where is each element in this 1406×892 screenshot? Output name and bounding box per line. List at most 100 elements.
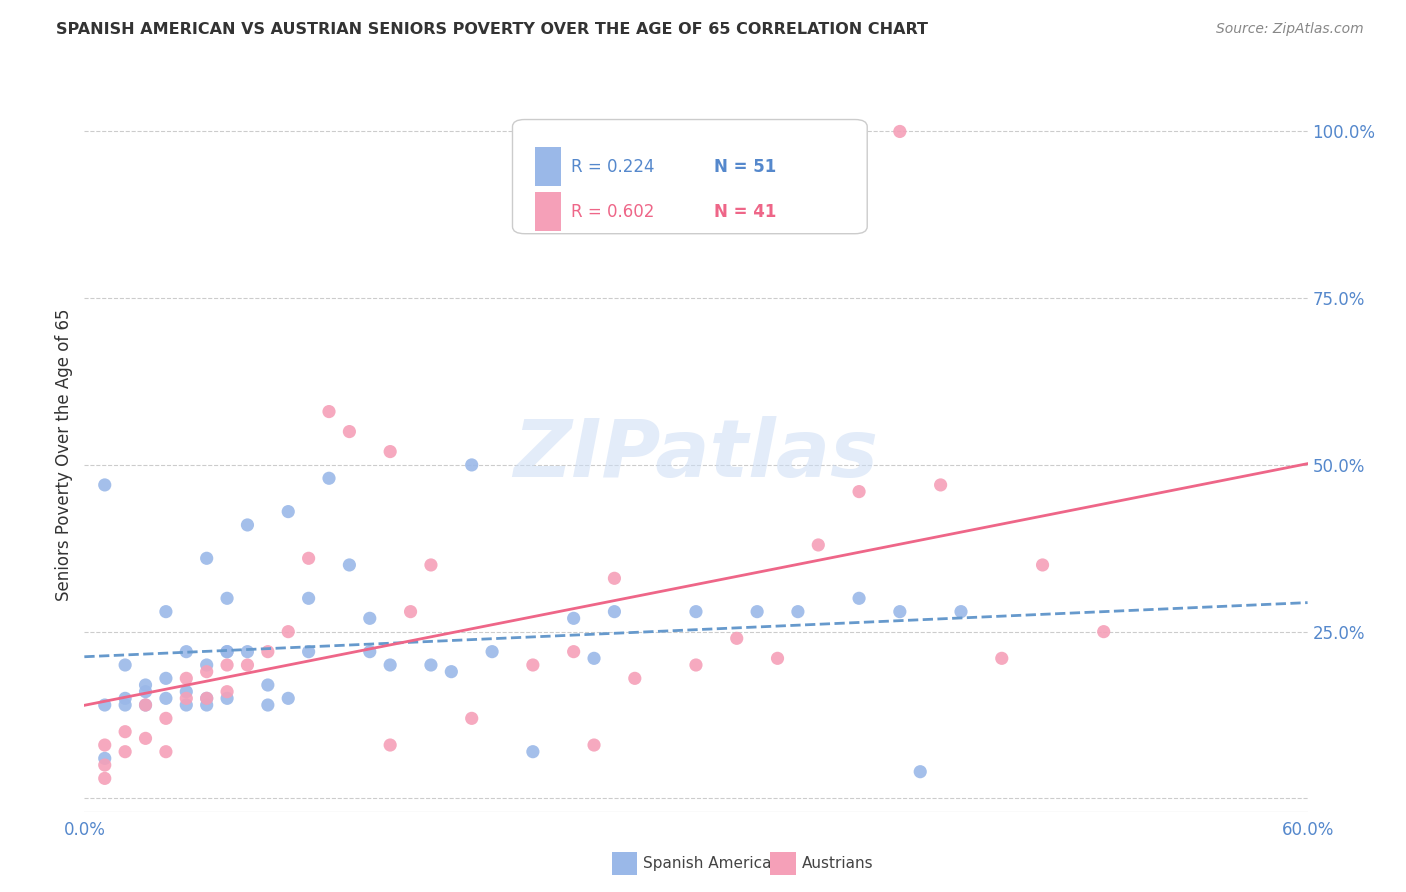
Point xyxy=(114,745,136,759)
Text: N = 41: N = 41 xyxy=(714,202,776,220)
Point xyxy=(950,605,973,619)
Point xyxy=(93,478,115,492)
Point xyxy=(929,478,952,492)
Point xyxy=(787,605,810,619)
Point xyxy=(481,645,503,659)
Point xyxy=(440,665,463,679)
Point xyxy=(522,658,544,673)
Text: Source: ZipAtlas.com: Source: ZipAtlas.com xyxy=(1216,22,1364,37)
Point xyxy=(766,651,789,665)
Point xyxy=(807,538,830,552)
Point xyxy=(359,611,381,625)
Point xyxy=(277,691,299,706)
Point xyxy=(174,684,197,698)
Point xyxy=(114,724,136,739)
Point xyxy=(991,651,1014,665)
Point xyxy=(236,645,259,659)
Text: ZIPatlas: ZIPatlas xyxy=(513,416,879,494)
Point xyxy=(93,738,115,752)
Point xyxy=(195,551,218,566)
Point xyxy=(359,645,381,659)
Point xyxy=(93,751,115,765)
Point xyxy=(298,591,321,606)
Point xyxy=(236,518,259,533)
Point xyxy=(195,665,218,679)
Point xyxy=(93,698,115,712)
Point xyxy=(582,651,605,665)
Point xyxy=(114,698,136,712)
Point xyxy=(277,624,299,639)
Point xyxy=(236,658,259,673)
Text: Austrians: Austrians xyxy=(801,856,873,871)
Point xyxy=(685,605,707,619)
Point xyxy=(380,738,402,752)
Point xyxy=(135,731,157,746)
Point xyxy=(318,471,340,485)
Point xyxy=(562,645,585,659)
Point xyxy=(217,645,239,659)
Point xyxy=(217,684,239,698)
Point xyxy=(195,691,218,706)
Point xyxy=(195,698,218,712)
Point xyxy=(155,711,177,725)
Point xyxy=(298,551,321,566)
Point xyxy=(277,505,299,519)
FancyBboxPatch shape xyxy=(512,120,868,234)
Point xyxy=(298,645,321,659)
Text: N = 51: N = 51 xyxy=(714,158,776,176)
Point xyxy=(1032,558,1054,572)
Point xyxy=(155,671,177,685)
Point xyxy=(155,691,177,706)
Point xyxy=(135,678,157,692)
Point xyxy=(725,632,748,646)
Text: R = 0.224: R = 0.224 xyxy=(571,158,655,176)
Point xyxy=(420,658,443,673)
Point xyxy=(93,772,115,786)
Point xyxy=(380,658,402,673)
Point xyxy=(114,691,136,706)
Point xyxy=(217,658,239,673)
Point xyxy=(257,678,280,692)
Y-axis label: Seniors Poverty Over the Age of 65: Seniors Poverty Over the Age of 65 xyxy=(55,309,73,601)
Bar xyxy=(534,147,561,186)
Point xyxy=(257,698,280,712)
Point xyxy=(174,691,197,706)
Point xyxy=(848,484,870,499)
Point xyxy=(889,605,911,619)
Point xyxy=(747,605,769,619)
Point xyxy=(603,571,626,585)
Point xyxy=(582,738,605,752)
Point xyxy=(380,444,402,458)
Text: R = 0.602: R = 0.602 xyxy=(571,202,655,220)
Point xyxy=(217,691,239,706)
Point xyxy=(562,611,585,625)
Point xyxy=(257,645,280,659)
Point xyxy=(174,698,197,712)
Bar xyxy=(534,192,561,231)
Text: Spanish Americans: Spanish Americans xyxy=(643,856,789,871)
Point xyxy=(908,764,931,779)
Point xyxy=(155,605,177,619)
Point xyxy=(135,698,157,712)
Point xyxy=(685,658,707,673)
Point xyxy=(339,425,360,439)
Point xyxy=(339,558,360,572)
Point xyxy=(848,591,870,606)
Point xyxy=(624,671,647,685)
Point xyxy=(93,758,115,772)
Point xyxy=(195,658,218,673)
Point xyxy=(135,698,157,712)
Point xyxy=(461,711,484,725)
Point xyxy=(420,558,443,572)
Point xyxy=(522,745,544,759)
Point xyxy=(174,671,197,685)
Point xyxy=(1092,624,1115,639)
Point xyxy=(603,605,626,619)
Text: SPANISH AMERICAN VS AUSTRIAN SENIORS POVERTY OVER THE AGE OF 65 CORRELATION CHAR: SPANISH AMERICAN VS AUSTRIAN SENIORS POV… xyxy=(56,22,928,37)
Point xyxy=(399,605,422,619)
Point xyxy=(195,691,218,706)
Point xyxy=(135,684,157,698)
Point xyxy=(174,645,197,659)
Point xyxy=(889,124,911,138)
Point xyxy=(155,745,177,759)
